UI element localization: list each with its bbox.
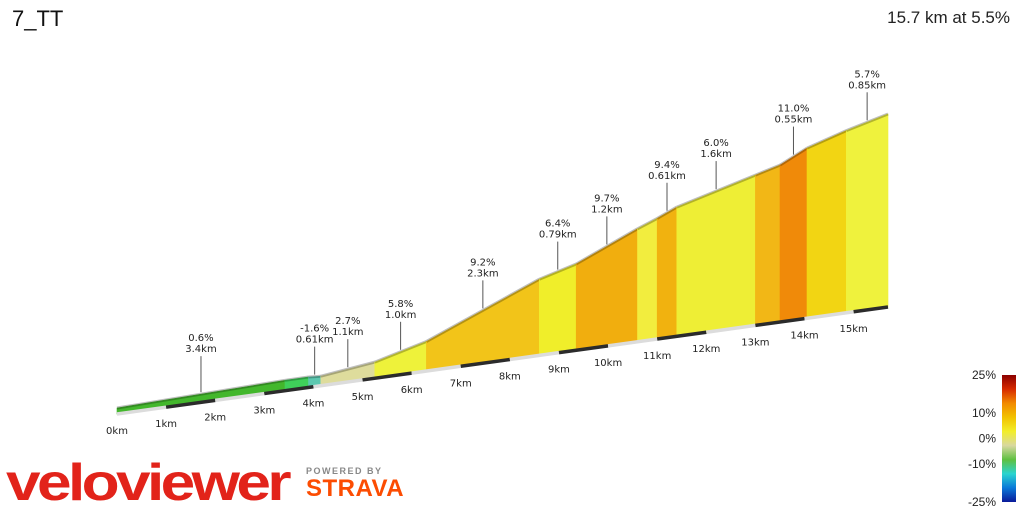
profile-segment-9 [656, 206, 678, 340]
segment-gradient-label: 6.4% [545, 219, 570, 230]
x-tick-label: 9km [548, 365, 570, 376]
segment-length-label: 1.0km [385, 310, 416, 321]
profile-rim-11 [754, 163, 781, 177]
ground-km-bar-12 [706, 323, 756, 334]
legend-label: 0% [979, 432, 997, 446]
x-tick-label: 3km [253, 406, 275, 417]
ground-km-bar-5 [362, 371, 412, 382]
segment-gradient-label: 2.7% [335, 316, 360, 327]
segment-gradient-label: -1.6% [300, 324, 329, 335]
profile-rim-1 [284, 375, 309, 382]
profile-rim-6 [538, 262, 577, 281]
ground-km-bar-8 [509, 350, 560, 362]
segment-gradient-label: 0.6% [188, 333, 213, 344]
legend-label: 25% [972, 368, 996, 382]
segment-gradient-label: 5.8% [388, 299, 413, 310]
segment-length-label: 0.61km [296, 335, 334, 346]
ground-km-bar-14 [804, 310, 854, 321]
profile-segment-14 [845, 113, 889, 314]
x-tick-label: 13km [741, 337, 769, 348]
ground-km-bar-15 [853, 305, 889, 314]
x-tick-label: 4km [302, 399, 324, 410]
segment-length-label: 0.79km [539, 230, 577, 241]
segment-labels: 0.6%3.4km-1.6%0.61km2.7%1.1km5.8%1.0km9.… [185, 69, 886, 393]
segment-length-label: 0.61km [648, 171, 686, 182]
x-tick-label: 14km [790, 331, 818, 342]
segment-gradient-label: 11.0% [778, 104, 810, 115]
climb-summary: 15.7 km at 5.5% [887, 8, 1010, 27]
profile-rim-8 [636, 217, 658, 231]
x-tick-label: 8km [499, 371, 521, 382]
profile-rim-0 [116, 378, 286, 410]
profile-rim-13 [806, 129, 847, 150]
profile-segment-10 [676, 174, 756, 337]
profile-segment-13 [806, 130, 847, 319]
x-tick-label: 15km [839, 324, 867, 335]
ground-km-bar-11 [656, 330, 707, 341]
powered-by-strava: POWERED BY STRAVA [306, 466, 404, 502]
x-tick-label: 11km [643, 351, 671, 362]
x-tick-label: 1km [155, 419, 177, 430]
veloviewer-logo-text: veloviewer [6, 454, 291, 512]
ground-km-bar-7 [460, 357, 511, 369]
profile-segment-11 [755, 164, 781, 326]
legend-label: -25% [968, 495, 996, 509]
segment-gradient-label: 9.4% [654, 160, 679, 171]
x-tick-label: 12km [692, 344, 720, 355]
legend-label: -10% [968, 457, 996, 471]
veloviewer-logo: veloviewer [6, 454, 294, 512]
segment-gradient-label: 9.2% [470, 257, 495, 268]
profile-rim-12 [779, 146, 808, 167]
ground-km-bar-10 [607, 337, 658, 348]
x-tick-label: 2km [204, 412, 226, 423]
chart-title: 7_TT [12, 6, 64, 31]
distance-ticks: 0km 1km 2km 3km 4km 5km 6km 7km 8km 9km 10km 11km 12… [106, 324, 868, 437]
x-tick-label: 6km [401, 385, 423, 396]
segment-length-label: 3.4km [185, 344, 216, 355]
ground-km-bar-2 [214, 391, 265, 403]
profile-rim-7 [575, 227, 639, 266]
segment-gradient-label: 6.0% [703, 138, 728, 149]
ground-km-bar-0 [116, 405, 167, 416]
profile-segment-12 [779, 147, 808, 323]
profile-ground [116, 305, 889, 416]
ground-km-bar-3 [264, 385, 314, 396]
segment-length-label: 1.6km [700, 149, 731, 160]
segment-length-label: 2.3km [467, 268, 498, 279]
profile-rim-10 [676, 173, 756, 209]
segment-length-label: 0.85km [848, 80, 886, 91]
profile-rim-4 [374, 340, 427, 364]
x-tick-label: 5km [352, 392, 374, 403]
powered-by-label: POWERED BY [306, 466, 383, 476]
profile-rim-9 [656, 205, 678, 220]
segment-length-label: 1.1km [332, 327, 363, 338]
ground-km-bar-4 [313, 378, 363, 389]
segment-length-label: 1.2km [591, 204, 622, 215]
x-tick-label: 7km [450, 378, 472, 389]
profile-rim-5 [425, 277, 541, 343]
strava-logo: STRAVA [306, 475, 405, 502]
profile-rim-14 [845, 112, 889, 132]
ground-km-bar-1 [165, 398, 216, 409]
ground-km-bar-13 [755, 316, 805, 328]
profile-rim-3 [320, 360, 376, 378]
segment-gradient-label: 5.7% [854, 69, 879, 80]
ground-km-bar-9 [558, 344, 609, 355]
ground-km-bar-6 [411, 364, 461, 375]
legend-label: 10% [972, 406, 996, 420]
x-tick-label: 0km [106, 426, 128, 437]
profile-rim-2 [308, 374, 321, 379]
profile-segments [116, 112, 889, 415]
gradient-legend-bar [1002, 375, 1016, 502]
x-tick-label: 10km [594, 358, 622, 369]
segment-gradient-label: 9.7% [594, 193, 619, 204]
segment-length-label: 0.55km [775, 115, 813, 126]
profile-segment-8 [637, 217, 658, 343]
gradient-legend: 25% 10% 0% -10% -25% [968, 368, 1016, 509]
